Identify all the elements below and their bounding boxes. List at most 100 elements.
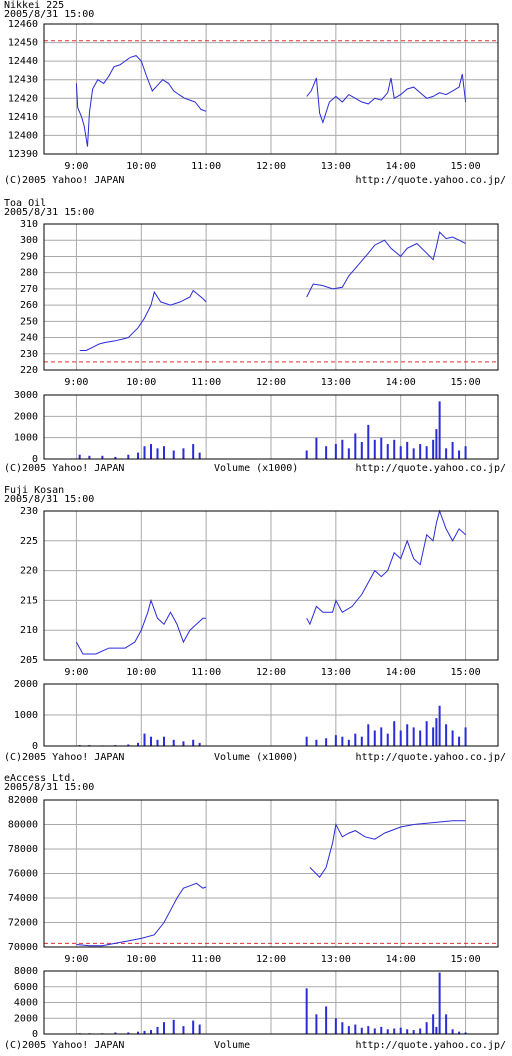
volume-bar (354, 733, 357, 746)
x-tick-label: 13:00 (321, 161, 351, 172)
volume-bar (367, 724, 370, 746)
volume-bar (354, 1024, 357, 1034)
volume-bar (156, 448, 159, 459)
volume-bar (143, 733, 146, 746)
volume-bar (406, 441, 409, 459)
volume-bar (198, 742, 201, 746)
volume-bar (399, 730, 402, 746)
volume-bar (399, 446, 402, 459)
volume-bar (305, 736, 308, 746)
volume-bar (305, 988, 308, 1034)
chart-title: Nikkei 225 (4, 0, 64, 11)
y-tick-label: 78000 (8, 844, 38, 855)
x-tick-label: 13:00 (321, 954, 351, 965)
volume-bar (464, 1032, 467, 1034)
chart-subtitle: 2005/8/31 15:00 (4, 9, 94, 20)
x-tick-label: 12:00 (256, 954, 286, 965)
price-line (75, 55, 467, 147)
volume-bar (406, 1029, 409, 1034)
y-tick-label: 280 (20, 268, 38, 279)
y-tick-label: 0 (32, 741, 38, 752)
y-tick-label: 72000 (8, 918, 38, 929)
x-tick-label: 10:00 (126, 161, 156, 172)
y-tick-label: 6000 (14, 982, 38, 993)
volume-bar (127, 744, 130, 746)
volume-bar (114, 456, 117, 459)
y-tick-label: 12390 (8, 149, 38, 160)
volume-bar (438, 705, 441, 746)
volume-bar (137, 742, 140, 746)
volume-bar (172, 450, 175, 459)
volume-bar (373, 730, 376, 746)
volume-bar (334, 444, 337, 459)
volume-bar (143, 446, 146, 459)
volume-bar (192, 1020, 195, 1034)
volume-bar (325, 738, 328, 746)
volume-bar (347, 739, 350, 746)
volume-bar (182, 1026, 185, 1034)
volume-bar (438, 972, 441, 1034)
y-tick-label: 3000 (14, 390, 38, 401)
y-tick-label: 12460 (8, 19, 38, 30)
y-tick-label: 230 (20, 506, 38, 517)
x-tick-label: 15:00 (451, 377, 481, 388)
plot-frame (43, 683, 499, 747)
volume-bar (380, 437, 383, 459)
volume-bar (347, 448, 350, 459)
volume-bar (458, 450, 461, 459)
x-tick-label: 10:00 (126, 377, 156, 388)
y-tick-label: 70000 (8, 942, 38, 953)
x-tick-label: 15:00 (451, 954, 481, 965)
y-tick-label: 310 (20, 219, 38, 230)
source-url: http://quote.yahoo.co.jp/ (355, 1040, 506, 1051)
volume-bar (341, 1022, 344, 1034)
x-tick-label: 11:00 (191, 161, 221, 172)
plot-frame (43, 223, 499, 371)
volume-bar (143, 1030, 146, 1034)
volume-bar (315, 739, 318, 746)
volume-bar (464, 446, 467, 459)
y-tick-label: 250 (20, 316, 38, 327)
volume-bar (393, 1028, 396, 1034)
volume-bar (150, 444, 153, 459)
volume-bar (172, 739, 175, 746)
volume-bar (412, 727, 415, 746)
volume-bar (464, 727, 467, 746)
volume-bar (156, 1026, 159, 1034)
volume-bar (150, 1030, 153, 1034)
volume-bar (386, 1029, 389, 1034)
x-tick-label: 12:00 (256, 161, 286, 172)
volume-bar (162, 1022, 165, 1034)
x-tick-label: 9:00 (64, 954, 88, 965)
y-tick-label: 205 (20, 655, 38, 666)
plot-frame (43, 799, 499, 948)
volume-bar (435, 429, 438, 459)
volume-bar (127, 1032, 130, 1034)
volume-bar (412, 1030, 415, 1034)
volume-bar (315, 1014, 318, 1034)
y-tick-label: 225 (20, 536, 38, 547)
volume-bar (325, 446, 328, 459)
volume-bar (360, 736, 363, 746)
volume-bar (305, 450, 308, 459)
y-tick-label: 2000 (14, 679, 38, 690)
source-label: (C)2005 Yahoo! JAPAN (4, 1040, 124, 1051)
volume-bar (150, 736, 153, 746)
volume-bar (341, 736, 344, 746)
y-tick-label: 76000 (8, 869, 38, 880)
x-tick-label: 13:00 (321, 377, 351, 388)
volume-bar (435, 718, 438, 746)
source-url: http://quote.yahoo.co.jp/ (355, 752, 506, 763)
volume-bar (172, 1019, 175, 1034)
volume-bar (425, 721, 428, 746)
source-label: (C)2005 Yahoo! JAPAN (4, 463, 124, 474)
volume-bar (367, 424, 370, 459)
volume-bar (137, 1031, 140, 1034)
x-tick-label: 9:00 (64, 377, 88, 388)
x-tick-label: 11:00 (191, 377, 221, 388)
x-tick-label: 14:00 (386, 667, 416, 678)
y-tick-label: 1000 (14, 433, 38, 444)
volume-bar (380, 727, 383, 746)
x-tick-label: 11:00 (191, 667, 221, 678)
x-tick-label: 13:00 (321, 667, 351, 678)
